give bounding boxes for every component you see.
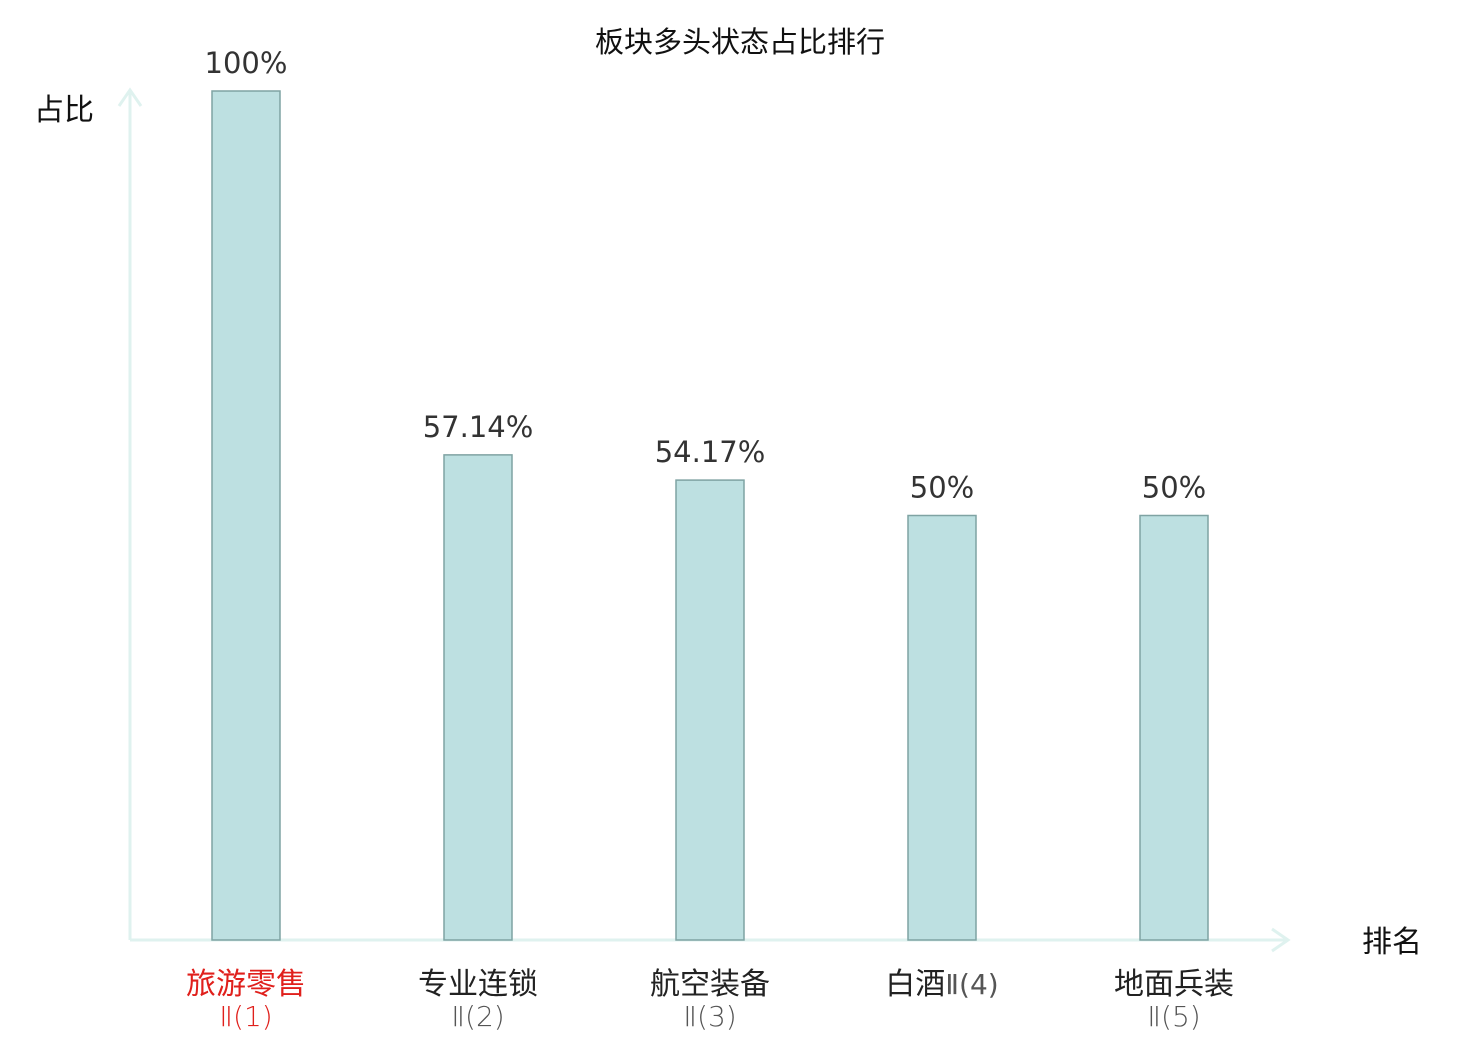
bar-value-label: 57.14% [423, 410, 534, 444]
x-axis-arrow [1271, 927, 1291, 953]
bar [211, 90, 281, 941]
bar [907, 514, 977, 941]
category-name: 白酒 [885, 967, 945, 1002]
category-label: 旅游零售 [186, 967, 306, 1002]
category-suffix: Ⅱ(1) [219, 1000, 272, 1033]
y-axis-arrow [117, 87, 143, 107]
category-label: 航空装备 [650, 967, 770, 1002]
y-axis-label: 占比 [34, 93, 94, 128]
bar-value-label: 54.17% [655, 435, 766, 469]
bar [1139, 514, 1209, 941]
category-label: 专业连锁 [418, 967, 538, 1002]
bar-value-label: 50% [1142, 471, 1206, 505]
category-suffix: Ⅱ(2) [451, 1000, 504, 1033]
x-axis-label: 排名 [1362, 925, 1422, 960]
category-suffix: Ⅱ(3) [683, 1000, 736, 1033]
bar-value-label: 100% [205, 46, 288, 80]
category-label: 地面兵装 [1114, 967, 1234, 1002]
bar [443, 454, 513, 941]
bar [675, 479, 745, 941]
category-label: 白酒Ⅱ(4) [885, 967, 998, 1002]
chart-title: 板块多头状态占比排行 [595, 25, 885, 59]
category-suffix: Ⅱ(5) [1147, 1000, 1200, 1033]
bars [211, 90, 1209, 941]
bar-value-label: 50% [910, 471, 974, 505]
category-suffix: Ⅱ(4) [945, 968, 998, 1001]
value-labels: 100% 57.14% 54.17% 50% 50% [205, 46, 1207, 505]
